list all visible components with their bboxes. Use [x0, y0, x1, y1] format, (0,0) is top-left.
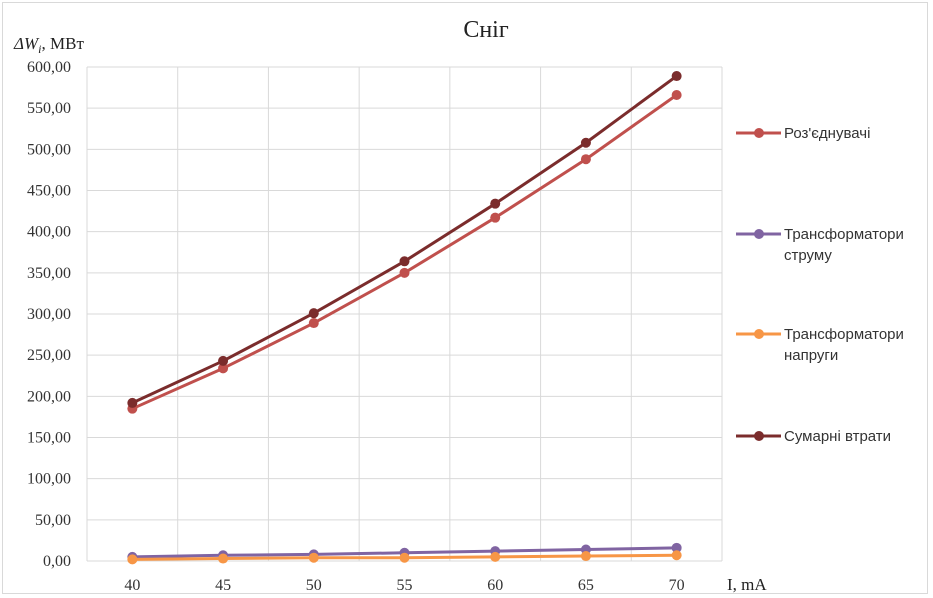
y-tick-label: 150,00: [27, 430, 71, 447]
y-tick-label: 50,00: [35, 512, 71, 529]
data-point: [218, 355, 229, 366]
legend-entry-2: Трансформатори струму: [736, 226, 904, 264]
data-point: [308, 552, 319, 563]
legend-label: Сумарні втрати: [784, 428, 891, 445]
y-tick-label: 200,00: [27, 388, 71, 405]
data-point: [580, 137, 591, 148]
line-chart: Сніг ΔWi, МВт I, mA 0,00 50,00 100,00 150,0…: [13, 17, 904, 594]
legend-swatch-marker: [754, 431, 764, 441]
legend-label: Трансформатори напруги: [784, 326, 904, 364]
legend-label-line: Трансформатори: [784, 326, 904, 343]
x-tick-label: 50: [306, 577, 322, 594]
legend-label: Роз'єднувачі: [784, 125, 870, 142]
series-line: [131, 93, 678, 411]
y-tick-label: 300,00: [27, 306, 71, 323]
x-tick-label: 70: [669, 577, 685, 594]
legend-entry-4: Сумарні втрати: [736, 428, 891, 445]
data-point: [308, 308, 319, 319]
legend-label-line: напруги: [784, 347, 838, 364]
data-point: [490, 551, 501, 562]
data-point: [490, 212, 501, 223]
series-group: [127, 71, 682, 565]
x-axis-label: I, mA: [727, 575, 767, 594]
y-tick-label: 550,00: [27, 100, 71, 117]
x-tick-label: 55: [397, 577, 413, 594]
series-4: [127, 71, 682, 408]
data-point: [218, 553, 229, 564]
data-point: [671, 71, 682, 82]
y-tick-label: 450,00: [27, 183, 71, 200]
data-point: [490, 198, 501, 209]
y-tick-label: 350,00: [27, 265, 71, 282]
y-axis-label: ΔWi, МВт: [13, 34, 84, 56]
legend-entry-3: Трансформатори напруги: [736, 326, 904, 364]
x-tick-label: 60: [487, 577, 503, 594]
data-point: [671, 542, 682, 553]
y-tick-label: 250,00: [27, 347, 71, 364]
grid: [86, 66, 723, 562]
legend-swatch-marker: [754, 329, 764, 339]
data-point: [580, 154, 591, 165]
y-tick-label: 400,00: [27, 224, 71, 241]
x-tick-label: 65: [578, 577, 594, 594]
legend-swatch-marker: [754, 229, 764, 239]
data-point: [399, 552, 410, 563]
tick-labels: 0,00 50,00 100,00 150,00 200,00 250,00 300,00 3…: [27, 59, 685, 594]
y-tick-label: 500,00: [27, 141, 71, 158]
legend-label-line: Роз'єднувачі: [784, 125, 870, 142]
legend-label-line: Трансформатори: [784, 226, 904, 243]
legend-label-line: струму: [784, 247, 832, 264]
data-point: [127, 397, 138, 408]
data-point: [399, 267, 410, 278]
y-axis-label-subscript: i: [38, 42, 41, 56]
y-tick-label: 600,00: [27, 59, 71, 76]
y-axis-label-main: ΔW: [13, 34, 40, 53]
legend-label: Трансформатори струму: [784, 226, 904, 264]
series-line: [131, 74, 678, 405]
data-point: [399, 256, 410, 267]
chart-title: Сніг: [463, 17, 509, 43]
series-3: [127, 550, 682, 565]
data-point: [308, 318, 319, 329]
y-axis-label-unit: , МВт: [41, 34, 84, 53]
legend-entry-1: Роз'єднувачі: [736, 125, 870, 142]
x-tick-label: 40: [124, 577, 140, 594]
y-tick-label: 100,00: [27, 471, 71, 488]
data-point: [127, 554, 138, 565]
data-point: [671, 550, 682, 561]
data-point: [218, 363, 229, 374]
legend-swatch-marker: [754, 128, 764, 138]
legend-label-line: Сумарні втрати: [784, 428, 891, 445]
y-tick-label: 0,00: [43, 553, 71, 570]
x-tick-label: 45: [215, 577, 231, 594]
data-point: [580, 551, 591, 562]
data-point: [671, 89, 682, 100]
